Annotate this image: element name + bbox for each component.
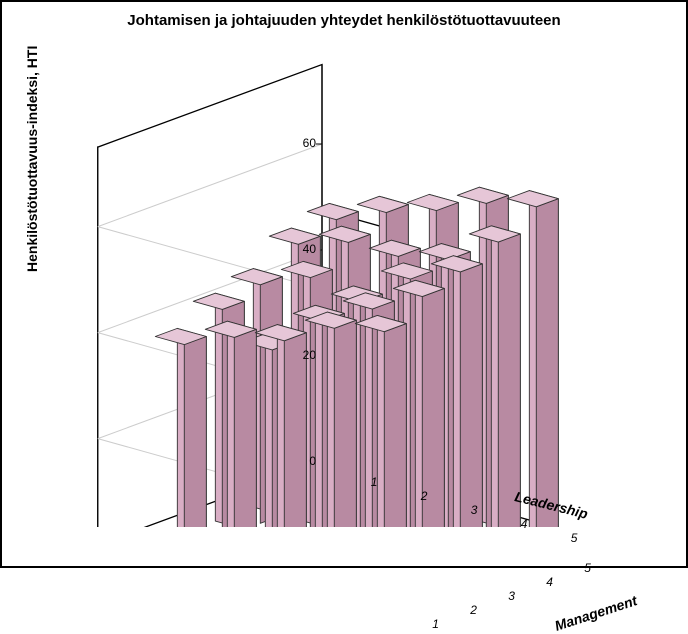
y-tick: 3 bbox=[471, 503, 478, 517]
x-tick: 3 bbox=[508, 589, 515, 603]
x-tick: 5 bbox=[584, 561, 591, 575]
y-tick: 5 bbox=[571, 531, 578, 545]
z-tick: 40 bbox=[292, 242, 316, 256]
z-tick: 20 bbox=[292, 348, 316, 362]
chart-container: Johtamisen ja johtajuuden yhteydet henki… bbox=[0, 0, 688, 568]
y-tick: 2 bbox=[421, 489, 428, 503]
plot-area: 02040605432112345 bbox=[82, 57, 652, 527]
y-tick: 4 bbox=[521, 517, 528, 531]
x-tick: 1 bbox=[432, 617, 439, 631]
chart-title: Johtamisen ja johtajuuden yhteydet henki… bbox=[2, 2, 686, 29]
z-axis-label: Henkilöstötuottavuus-indeksi, HTI bbox=[24, 46, 40, 272]
z-tick: 60 bbox=[292, 136, 316, 150]
z-tick: 0 bbox=[292, 454, 316, 468]
x-tick: 2 bbox=[470, 603, 477, 617]
x-tick: 4 bbox=[546, 575, 553, 589]
x-axis-label: Management bbox=[553, 592, 639, 634]
y-tick: 1 bbox=[371, 475, 378, 489]
